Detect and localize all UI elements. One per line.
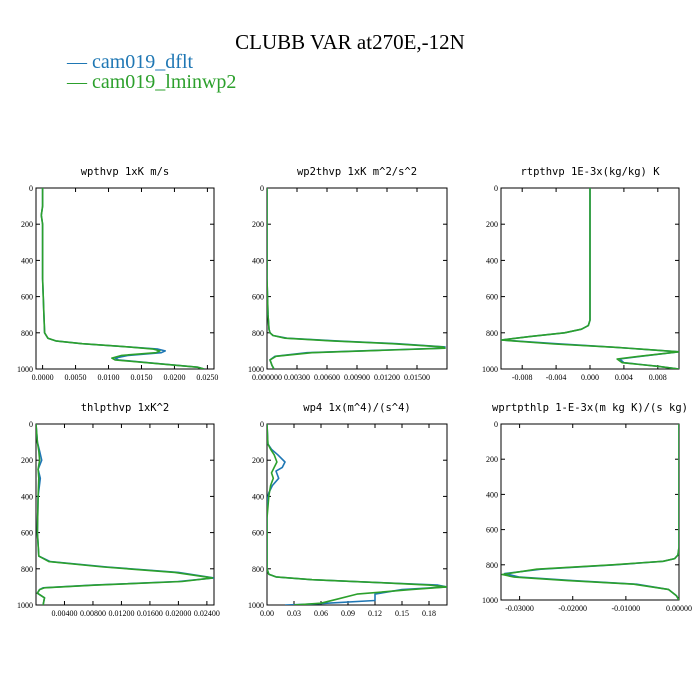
x-tick-label: 0.09 bbox=[341, 609, 355, 618]
plot-frame bbox=[35, 423, 215, 606]
series-line-dflt bbox=[503, 424, 679, 600]
series-line-lminwp2 bbox=[501, 424, 679, 600]
y-tick-label: 600 bbox=[252, 293, 264, 302]
series-line-dflt bbox=[36, 424, 214, 605]
x-tick-label: 0.02000 bbox=[165, 609, 191, 618]
y-tick-label: 200 bbox=[486, 455, 498, 464]
x-tick-label: 0.00600 bbox=[314, 373, 340, 382]
x-tick-label: -0.004 bbox=[546, 373, 567, 382]
legend-entry-lminwp2: — cam019_lminwp2 bbox=[67, 71, 237, 93]
x-tick-label: 0.12 bbox=[368, 609, 382, 618]
x-tick-label: 0.000000 bbox=[252, 373, 282, 382]
panel-2: wp2thvp 1xK m^2/s^2020040060080010000.00… bbox=[248, 166, 448, 382]
y-tick-label: 1000 bbox=[248, 601, 264, 610]
x-tick-label: 0.01600 bbox=[137, 609, 163, 618]
y-tick-label: 200 bbox=[486, 220, 498, 229]
x-tick-label: 0.00 bbox=[260, 609, 274, 618]
x-tick-label: 0.01500 bbox=[404, 373, 430, 382]
panel-6: wprtpthlp 1-E-3x(m kg K)/(s kg) 0 200 400 60… bbox=[482, 402, 692, 613]
x-tick-label: 0.0000 bbox=[32, 373, 54, 382]
y-tick-label: 0 bbox=[494, 420, 498, 429]
x-tick-label: 0.0150 bbox=[130, 373, 152, 382]
y-tick-label: 400 bbox=[252, 492, 264, 501]
x-tick-label: 0.15 bbox=[395, 609, 409, 618]
x-tick-label: 0.008 bbox=[649, 373, 667, 382]
x-tick-label: 0.00300 bbox=[284, 373, 310, 382]
x-tick-label: -0.008 bbox=[512, 373, 533, 382]
y-tick-label: 600 bbox=[486, 293, 498, 302]
panel-title: wprtpthlp 1-E-3x(m kg K)/(s kg) bbox=[492, 402, 688, 414]
panel-title: wpthvp 1xK m/s bbox=[81, 166, 170, 178]
x-tick-label: 0.0050 bbox=[65, 373, 87, 382]
series-line-lminwp2 bbox=[40, 188, 205, 369]
y-tick-label: 400 bbox=[21, 492, 33, 501]
panel-title: wp2thvp 1xK m^2/s^2 bbox=[297, 166, 417, 178]
x-tick-label: 0.03 bbox=[287, 609, 301, 618]
y-tick-label: 1000 bbox=[17, 601, 33, 610]
y-tick-label: 400 bbox=[252, 256, 264, 265]
x-tick-label: 0.00000 bbox=[666, 604, 692, 613]
y-tick-label: 0 bbox=[260, 184, 264, 193]
x-tick-label: 0.000 bbox=[581, 373, 599, 382]
x-tick-label: 0.0250 bbox=[196, 373, 218, 382]
y-tick-label: 1000 bbox=[482, 596, 498, 605]
y-tick-label: 800 bbox=[252, 329, 264, 338]
y-tick-label: 600 bbox=[21, 529, 33, 538]
y-tick-label: 800 bbox=[21, 329, 33, 338]
x-tick-label: 0.06 bbox=[314, 609, 328, 618]
x-tick-label: 0.00800 bbox=[80, 609, 106, 618]
y-tick-label: 800 bbox=[252, 565, 264, 574]
y-tick-label: 600 bbox=[252, 529, 264, 538]
x-tick-label: 0.01200 bbox=[374, 373, 400, 382]
x-tick-label: -0.03000 bbox=[505, 604, 534, 613]
x-tick-label: -0.02000 bbox=[558, 604, 587, 613]
series-line-lminwp2 bbox=[267, 424, 447, 605]
y-tick-label: 200 bbox=[252, 220, 264, 229]
series-line-lminwp2 bbox=[267, 188, 446, 369]
y-tick-label: 400 bbox=[21, 256, 33, 265]
y-tick-label: 800 bbox=[486, 329, 498, 338]
y-tick-label: 200 bbox=[21, 456, 33, 465]
y-tick-label: 800 bbox=[21, 565, 33, 574]
y-tick-label: 400 bbox=[486, 490, 498, 499]
y-tick-label: 200 bbox=[252, 456, 264, 465]
panel-title: wp4 1x(m^4)/(s^4) bbox=[303, 402, 410, 414]
y-tick-label: 1000 bbox=[248, 365, 264, 374]
panel-3: rtpthvp 1E-3x(kg/kg) K 0 200 400 600 800 1000 -… bbox=[482, 166, 680, 382]
y-tick-label: 600 bbox=[486, 526, 498, 535]
x-tick-label: 0.00900 bbox=[344, 373, 370, 382]
chart-title: CLUBB VAR at270E,-12N bbox=[235, 30, 465, 54]
series-line-lminwp2 bbox=[36, 424, 214, 605]
x-tick-label: 0.02400 bbox=[194, 609, 220, 618]
panel-title: thlpthvp 1xK^2 bbox=[81, 402, 170, 414]
x-tick-label: 0.0200 bbox=[163, 373, 185, 382]
plot-frame bbox=[35, 187, 215, 370]
series-line-lminwp2 bbox=[501, 188, 679, 369]
plot-frame bbox=[500, 423, 680, 601]
y-tick-label: 0 bbox=[29, 184, 33, 193]
x-tick-label: 0.004 bbox=[615, 373, 633, 382]
y-tick-label: 1000 bbox=[482, 365, 498, 374]
y-tick-label: 600 bbox=[21, 293, 33, 302]
y-tick-label: 0 bbox=[29, 420, 33, 429]
y-tick-label: 1000 bbox=[17, 365, 33, 374]
y-tick-label: 800 bbox=[486, 561, 498, 570]
x-tick-label: 0.01200 bbox=[108, 609, 134, 618]
x-tick-label: -0.01000 bbox=[612, 604, 641, 613]
y-tick-label: 200 bbox=[21, 220, 33, 229]
legend-entry-dflt: — cam019_dflt bbox=[67, 51, 194, 73]
y-tick-label: 0 bbox=[260, 420, 264, 429]
y-tick-label: 0 bbox=[494, 184, 498, 193]
x-tick-label: 0.0100 bbox=[98, 373, 120, 382]
x-tick-label: 0.00400 bbox=[51, 609, 77, 618]
y-tick-label: 400 bbox=[486, 256, 498, 265]
x-tick-label: 0.18 bbox=[422, 609, 436, 618]
panel-title: rtpthvp 1E-3x(kg/kg) K bbox=[520, 166, 660, 178]
